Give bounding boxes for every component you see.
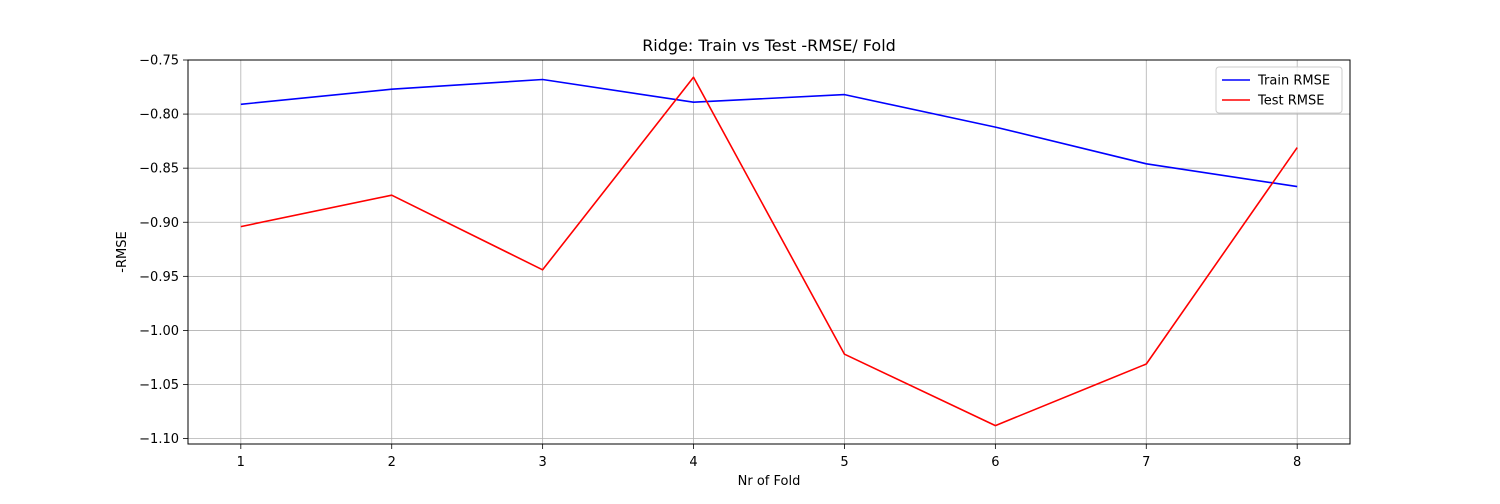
series-line-test-rmse [240,76,1298,427]
grid [188,59,1350,444]
x-tick-label: 5 [840,455,848,470]
series-line-train-rmse [240,78,1298,188]
legend-box [1215,66,1343,114]
x-tick-label: 8 [1293,455,1301,470]
chart-title: Ridge: Train vs Test -RMSE/ Fold [642,36,896,55]
y-tick-label: −0.85 [139,162,179,177]
y-tick-label: −1.00 [139,324,179,339]
y-axis-label: -RMSE [115,231,130,272]
y-tick-label: −1.10 [139,432,179,447]
x-tick-label: 2 [388,455,396,470]
series-lines [240,76,1298,427]
axes-frame [187,59,1351,445]
ticks: 1 2 3 4 5 6 7 8 −1.10 −1.05 −1.00 −0.95 −0.90 −0.85 −0… [139,54,1301,471]
y-tick-label: −0.80 [139,108,179,123]
legend-label: Train RMSE [1257,74,1330,89]
y-tick-label: −0.75 [139,54,179,69]
x-tick-label: 4 [689,455,697,470]
y-tick-label: −0.95 [139,270,179,285]
y-tick-label: −1.05 [139,378,179,393]
legend: Train RMSE Test RMSE [1215,66,1343,114]
x-tick-label: 3 [538,455,546,470]
legend-label: Test RMSE [1257,94,1324,109]
y-tick-label: −0.90 [139,216,179,231]
x-tick-label: 6 [991,455,999,470]
x-tick-label: 1 [237,455,245,470]
x-axis-label: Nr of Fold [738,474,801,489]
x-tick-label: 7 [1142,455,1150,470]
